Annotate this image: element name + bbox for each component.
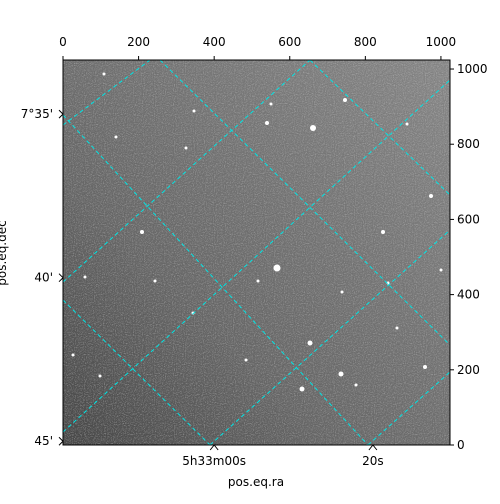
dec-tick-label: 45' [34,434,53,448]
x-tick-label: 1000 [426,35,457,49]
x-tick-label: 400 [203,35,226,49]
star [83,275,87,279]
x-tick-label: 800 [354,35,377,49]
y-tick-label: 400 [457,288,480,302]
wcs-grid [63,60,450,445]
plot-frame [62,59,451,446]
star [184,146,188,150]
wcs-grid-line [367,371,450,445]
y-tick-label: 200 [457,363,480,377]
wcs-grid-line [63,79,450,433]
ra-tick-label: 5h33m00s [182,454,246,468]
star [429,194,433,198]
star [310,125,316,131]
y-tick-label: 600 [457,212,480,226]
x-axis-label: pos.eq.ra [228,475,284,489]
star [340,290,344,294]
dec-tick [58,436,64,446]
ra-tick-label: 20s [362,454,384,468]
x-tick-label: 600 [278,35,301,49]
star [381,230,385,234]
star [439,268,443,272]
dec-tick-label: 7°35' [21,107,53,121]
y-tick-label: 1000 [457,62,488,76]
y-tick-label: 800 [457,137,480,151]
star [140,230,144,234]
dec-tick-label: 40' [34,271,53,285]
ra-tick [209,444,219,451]
x-tick-label: 200 [127,35,150,49]
star [299,386,305,392]
stars [71,72,443,392]
sky-image [63,60,450,445]
star [71,353,75,357]
wcs-grid-line [209,229,450,445]
star [354,383,358,387]
ra-tick [368,444,378,451]
star [192,109,196,113]
wcs-grid-line [309,60,450,196]
star [114,135,118,139]
image-background [63,60,450,445]
star [244,358,248,362]
star [343,98,347,102]
dec-tick [58,273,64,283]
wcs-grid-line [63,114,369,445]
wcs-grid-line [159,60,450,346]
star [423,365,427,369]
star [269,102,273,106]
star [256,279,260,283]
star [307,340,313,346]
y-tick-label: 0 [457,438,465,452]
star [102,72,106,76]
y-axis-label: pos.eq.dec [0,220,9,285]
star [395,326,399,330]
x-tick-label: 0 [59,35,67,49]
wcs-grid-line [63,60,311,283]
star [405,122,409,126]
star [98,374,102,378]
star [273,264,281,272]
star [153,279,157,283]
star [265,121,269,125]
star [338,371,344,377]
dec-tick [58,109,64,119]
